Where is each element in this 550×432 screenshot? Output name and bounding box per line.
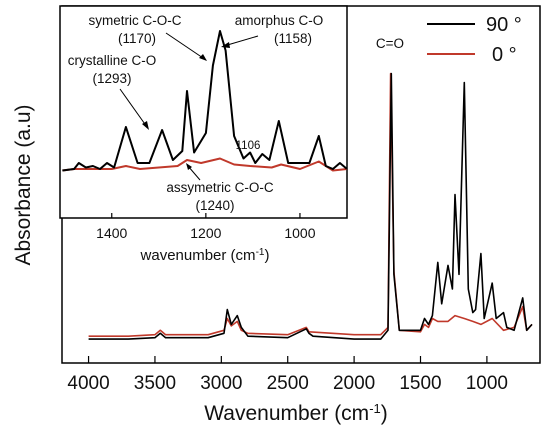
legend: 90 ° 0 ° [427, 14, 522, 66]
x-tick-label-3000: 3000 [200, 373, 242, 394]
arrow-symetric-coc [165, 32, 207, 61]
inset-frame [59, 5, 348, 219]
annotation-amorphus-co: amorphus C-O [235, 13, 324, 28]
annotation-assymetric-coc: assymetric C-O-C [166, 180, 273, 195]
arrow-head-assymetric [186, 163, 192, 170]
arrow-amorphus-co [223, 35, 259, 47]
series-line-0deg [62, 157, 348, 172]
series-line-90deg [88, 72, 533, 340]
main-y-axis-title: Absorbance (a.u) [12, 104, 35, 265]
inset-x-axis-title: wavenumber (cm-1) [140, 247, 270, 265]
main-x-axis-title: Wavenumber (cm-1) [204, 401, 388, 426]
main-x-tick-labels: 4000 3500 3000 2500 2000 1500 1000 [67, 373, 508, 394]
main-series [88, 72, 533, 340]
x-tick-label-1200: 1200 [190, 225, 221, 241]
annotation-crystalline-co: crystalline C-O [68, 53, 157, 68]
legend-label-90: 90 ° [486, 14, 522, 36]
inset-series [62, 30, 348, 172]
x-tick-label-1500: 1500 [399, 373, 441, 394]
annotation-c-o: C=O [376, 36, 404, 51]
arrow-head-symetric [199, 54, 207, 61]
annotation-crystalline-co-value: (1293) [92, 71, 131, 86]
annotation-assymetric-coc-value: (1240) [195, 198, 234, 213]
annotation-symetric-coc: symetric C-O-C [89, 13, 182, 28]
x-tick-label-3500: 3500 [134, 373, 176, 394]
arrow-head-amorphus [221, 42, 230, 48]
annotation-symetric-coc-value: (1170) [118, 31, 156, 46]
x-tick-label-4000: 4000 [67, 373, 109, 394]
x-tick-label-1000: 1000 [466, 373, 508, 394]
x-tick-label-2000: 2000 [333, 373, 375, 394]
inset-background [60, 6, 347, 218]
x-tick-label-1400: 1400 [96, 225, 127, 241]
legend-label-0: 0 ° [492, 44, 517, 66]
x-tick-label-1000: 1000 [284, 225, 315, 241]
inset-x-ticks [111, 213, 301, 218]
series-line-90deg [62, 30, 348, 172]
arrow-head-crystalline [142, 121, 149, 130]
annotation-amorphus-co-value: (1158) [274, 31, 312, 46]
x-tick-label-2500: 2500 [267, 373, 309, 394]
annotation-1106: 1106 [236, 140, 261, 152]
inset-x-tick-labels: 1400 1200 1000 [96, 225, 316, 241]
main-x-ticks [87, 356, 488, 363]
arrow-crystalline-co [119, 88, 148, 128]
inset-chart: 1400 1200 1000 wavenumber (cm-1) symetric … [59, 5, 348, 265]
